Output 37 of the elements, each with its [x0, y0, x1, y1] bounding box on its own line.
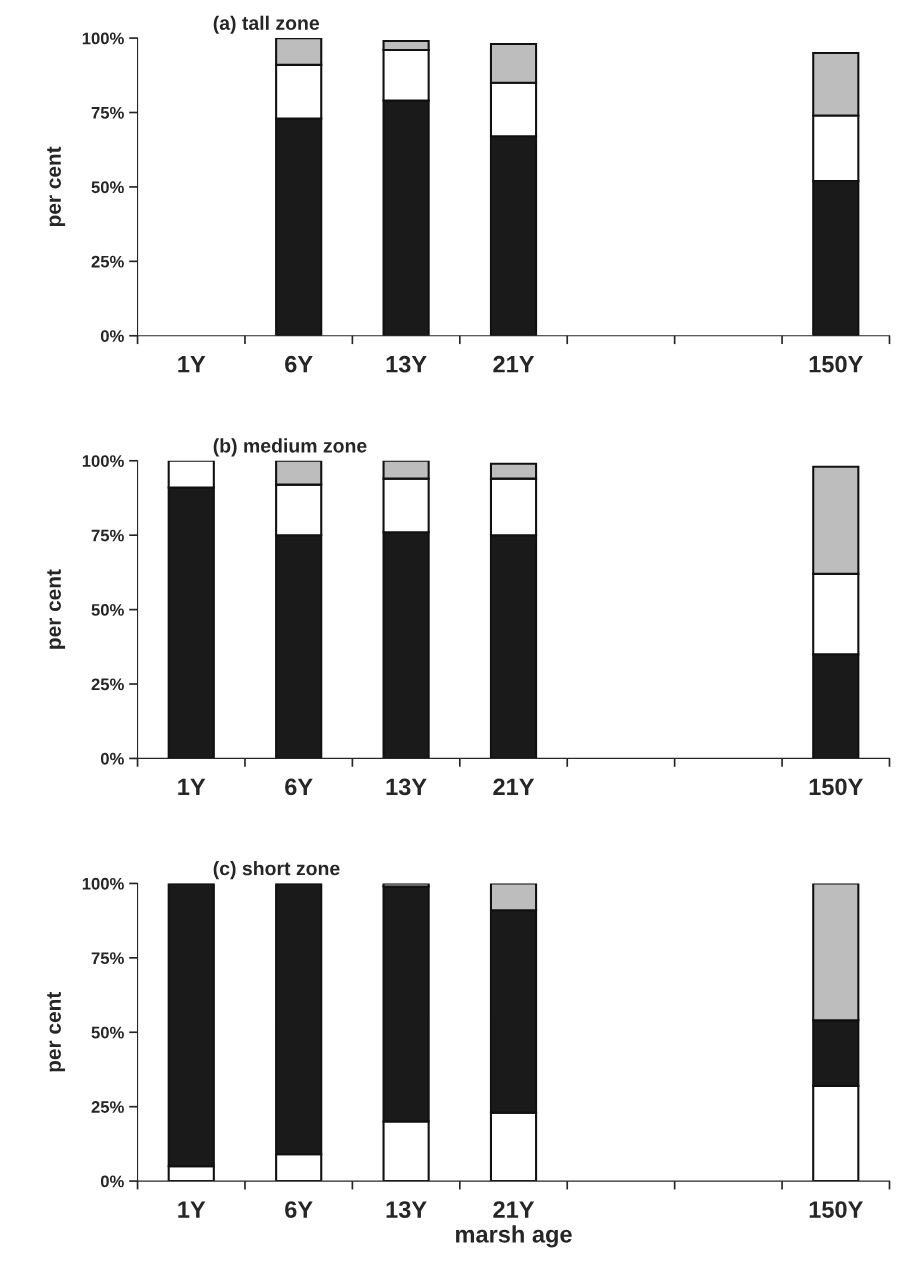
- x-tick-label: 13Y: [386, 1201, 427, 1218]
- y-tick-label: 25%: [91, 1101, 124, 1113]
- x-tick-label: 150Y: [809, 778, 863, 796]
- y-tick-label: 100%: [82, 32, 124, 45]
- y-axis-title: per cent: [47, 569, 66, 649]
- y-tick-label: 100%: [82, 877, 124, 890]
- y-tick-label: 100%: [82, 455, 124, 467]
- x-tick-label: 21Y: [493, 1201, 535, 1218]
- x-tick-label: 150Y: [809, 355, 863, 373]
- x-tick-label: 150Y: [809, 1201, 863, 1218]
- x-tick-label: 6Y: [285, 778, 313, 796]
- x-axis-title: marsh age: [456, 1225, 572, 1248]
- x-tick-label: 1Y: [178, 1201, 206, 1218]
- y-tick-label: 50%: [91, 604, 124, 616]
- y-tick-label: 0%: [100, 330, 124, 342]
- x-tick-label: 13Y: [386, 355, 427, 373]
- y-tick-label: 75%: [91, 529, 124, 542]
- y-tick-label: 25%: [91, 255, 124, 268]
- y-tick-label: 0%: [100, 752, 124, 765]
- y-tick-label: 75%: [91, 952, 124, 965]
- chart-title: (b) medium zone: [213, 438, 367, 457]
- x-tick-label: 21Y: [493, 778, 535, 795]
- x-tick-label: 6Y: [285, 355, 313, 373]
- y-axis-title: per cent: [47, 992, 66, 1072]
- y-tick-label: 50%: [91, 1026, 124, 1039]
- x-tick-label: 1Y: [178, 356, 206, 373]
- chart-title: (a) tall zone: [213, 15, 320, 34]
- x-tick-label: 6Y: [285, 1201, 313, 1218]
- x-tick-label: 1Y: [178, 778, 206, 795]
- y-tick-label: 75%: [91, 106, 124, 119]
- y-tick-label: 25%: [91, 678, 124, 691]
- x-tick-label: 21Y: [493, 355, 535, 373]
- chart-title: (c) short zone: [213, 861, 340, 880]
- y-tick-label: 0%: [100, 1175, 124, 1188]
- y-tick-label: 50%: [91, 181, 124, 194]
- y-axis-title: per cent: [47, 146, 66, 227]
- x-tick-label: 13Y: [386, 778, 427, 796]
